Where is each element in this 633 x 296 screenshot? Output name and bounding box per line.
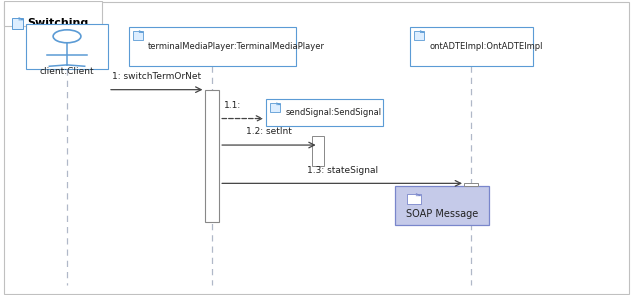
- Text: 1.3: stateSignal: 1.3: stateSignal: [306, 165, 378, 175]
- Text: 1: switchTermOrNet: 1: switchTermOrNet: [112, 72, 201, 81]
- FancyBboxPatch shape: [407, 194, 421, 204]
- FancyBboxPatch shape: [12, 18, 23, 29]
- FancyBboxPatch shape: [414, 31, 424, 40]
- Text: terminalMediaPlayer:TerminalMediaPlayer: terminalMediaPlayer:TerminalMediaPlayer: [148, 42, 325, 51]
- FancyBboxPatch shape: [396, 186, 489, 225]
- FancyBboxPatch shape: [4, 2, 629, 294]
- Text: 1.2: setInt: 1.2: setInt: [246, 127, 292, 136]
- Text: SOAP Message: SOAP Message: [406, 209, 479, 219]
- Text: Switching: Switching: [27, 18, 89, 28]
- Text: sendSignal:SendSignal: sendSignal:SendSignal: [285, 108, 382, 117]
- Text: client:Client: client:Client: [40, 67, 94, 76]
- FancyBboxPatch shape: [270, 103, 280, 112]
- FancyBboxPatch shape: [26, 23, 108, 69]
- FancyBboxPatch shape: [128, 27, 296, 65]
- FancyBboxPatch shape: [205, 90, 219, 222]
- FancyBboxPatch shape: [133, 31, 143, 40]
- FancyBboxPatch shape: [410, 27, 533, 65]
- FancyBboxPatch shape: [4, 1, 102, 26]
- Text: ontADTEImpl:OntADTEImpl: ontADTEImpl:OntADTEImpl: [429, 42, 542, 51]
- FancyBboxPatch shape: [266, 99, 383, 126]
- FancyBboxPatch shape: [464, 183, 478, 186]
- Text: 1.1:: 1.1:: [224, 101, 242, 110]
- FancyBboxPatch shape: [312, 136, 323, 166]
